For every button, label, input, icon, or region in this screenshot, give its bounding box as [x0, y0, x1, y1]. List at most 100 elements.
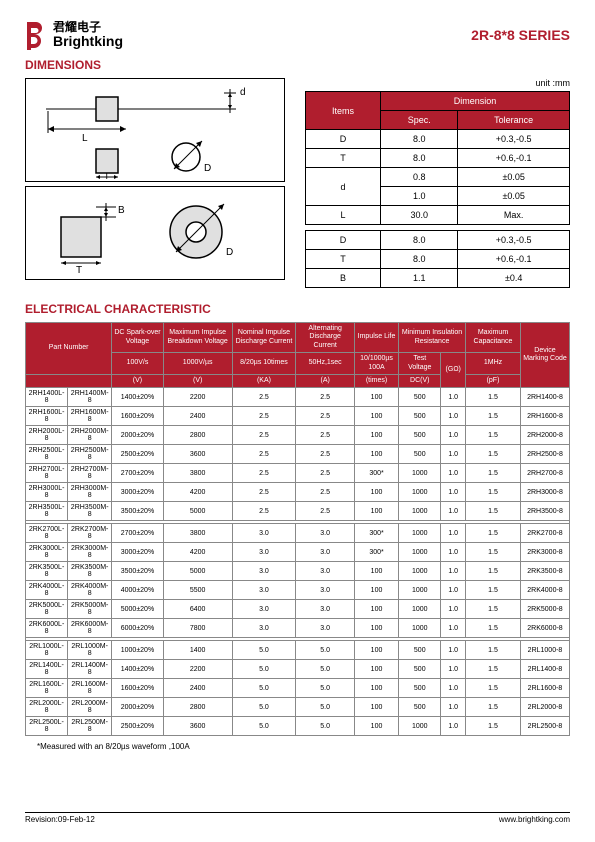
elec-cell: 1.0 — [441, 581, 466, 600]
elec-cell: 1.0 — [441, 698, 466, 717]
elec-cell: 3.0 — [296, 524, 355, 543]
elec-cell: 2RH1600L-8 — [26, 407, 68, 426]
elec-cell: 300* — [354, 524, 398, 543]
elec-cell: 100 — [354, 619, 398, 638]
eh-go: (GΩ) — [441, 353, 466, 388]
elec-cell: 3500±20% — [112, 502, 164, 521]
elec-cell: 2500±20% — [112, 445, 164, 464]
elec-cell: 2RK4000L-8 — [26, 581, 68, 600]
elec-cell: 2RH3000L-8 — [26, 483, 68, 502]
elec-cell: 5.0 — [296, 660, 355, 679]
elec-cell: 2200 — [163, 660, 232, 679]
elec-cell: 1000 — [399, 464, 441, 483]
elec-cell: 5.0 — [232, 717, 296, 736]
elec-cell: 2RK3000-8 — [520, 543, 569, 562]
elec-cell: 100 — [354, 502, 398, 521]
elec-cell: 2700±20% — [112, 464, 164, 483]
elec-cell: 1.5 — [466, 698, 521, 717]
elec-cell: 1400±20% — [112, 660, 164, 679]
eh-adc: Alternating Discharge Current — [296, 323, 355, 353]
elec-cell: 3800 — [163, 524, 232, 543]
elec-cell: 1600±20% — [112, 679, 164, 698]
eh-times: (times) — [354, 374, 398, 387]
eh-820: 8/20µs 10times — [232, 353, 296, 375]
dim-row: D8.0+0.3,-0.5 — [306, 130, 570, 149]
elec-cell: 1000 — [399, 524, 441, 543]
footer-url: www.brightking.com — [499, 815, 570, 824]
eh-ka: (KA) — [232, 374, 296, 387]
dim-cell: +0.6,-0.1 — [458, 149, 570, 168]
dim-cell: L — [306, 206, 381, 225]
dimensions-heading: DIMENSIONS — [25, 58, 570, 72]
elec-cell: 2RK2700L-8 — [26, 524, 68, 543]
elec-cell: 2RH2700M-8 — [68, 464, 112, 483]
elec-row: 2RH1400L-82RH1400M-81400±20%22002.52.510… — [26, 388, 570, 407]
dim-cell: +0.3,-0.5 — [458, 231, 570, 250]
elec-cell: 100 — [354, 581, 398, 600]
eh-dcv: DC(V) — [399, 374, 441, 387]
eh-1mhz: 1MHz — [466, 353, 521, 375]
elec-cell: 2RH3000M-8 — [68, 483, 112, 502]
elec-cell: 1.5 — [466, 426, 521, 445]
dim-row: D8.0+0.3,-0.5 — [306, 231, 570, 250]
elec-cell: 4200 — [163, 543, 232, 562]
eh-nidc: Nominal Impulse Discharge Current — [232, 323, 296, 353]
footer-revision: Revision:09-Feb-12 — [25, 815, 95, 824]
elec-cell: 1.5 — [466, 388, 521, 407]
elec-cell: 2RK3000M-8 — [68, 543, 112, 562]
elec-cell: 2RL2500-8 — [520, 717, 569, 736]
elec-cell: 2RL1000M-8 — [68, 641, 112, 660]
elec-cell: 100 — [354, 698, 398, 717]
elec-cell: 7800 — [163, 619, 232, 638]
elec-cell: 2RK5000L-8 — [26, 600, 68, 619]
dim-cell: ±0.05 — [458, 187, 570, 206]
elec-cell: 2.5 — [296, 388, 355, 407]
elec-row: 2RK3000L-82RK3000M-83000±20%42003.03.030… — [26, 543, 570, 562]
elec-cell: 2RL2000M-8 — [68, 698, 112, 717]
elec-cell: 1.0 — [441, 388, 466, 407]
elec-cell: 5000 — [163, 562, 232, 581]
elec-cell: 2RH1400M-8 — [68, 388, 112, 407]
elec-cell: 2RK5000M-8 — [68, 600, 112, 619]
eh-v: (V) — [112, 374, 164, 387]
elec-cell: 2RK5000-8 — [520, 600, 569, 619]
logo-block: 君耀电子 Brightking — [25, 20, 123, 50]
eh-1000vus: 1000V/µs — [163, 353, 232, 375]
elec-row: 2RH1600L-82RH1600M-81600±20%24002.52.510… — [26, 407, 570, 426]
elec-cell: 2000±20% — [112, 698, 164, 717]
elec-cell: 1.5 — [466, 483, 521, 502]
elec-cell: 5500 — [163, 581, 232, 600]
elec-cell: 5000 — [163, 502, 232, 521]
elec-cell: 3500±20% — [112, 562, 164, 581]
elec-cell: 2RH2700L-8 — [26, 464, 68, 483]
elec-cell: 2RK6000M-8 — [68, 619, 112, 638]
elec-cell: 2RK4000M-8 — [68, 581, 112, 600]
elec-cell: 5.0 — [296, 641, 355, 660]
elec-cell: 2RL1400L-8 — [26, 660, 68, 679]
svg-text:T: T — [104, 171, 110, 179]
elec-cell: 2700±20% — [112, 524, 164, 543]
elec-cell: 2.5 — [232, 464, 296, 483]
elec-cell: 3600 — [163, 445, 232, 464]
eh-mibv: Maximum Impulse Breakdown Voltage — [163, 323, 232, 353]
elec-cell: 2.5 — [232, 407, 296, 426]
svg-text:d: d — [240, 87, 246, 98]
elec-cell: 1.0 — [441, 407, 466, 426]
elec-cell: 3.0 — [296, 600, 355, 619]
elec-cell: 2000±20% — [112, 426, 164, 445]
dim-th-tol: Tolerance — [458, 111, 570, 130]
elec-cell: 1000 — [399, 717, 441, 736]
elec-cell: 2RH1600-8 — [520, 407, 569, 426]
elec-cell: 2RH2500L-8 — [26, 445, 68, 464]
dim-th-items: Items — [306, 92, 381, 130]
elec-cell: 3800 — [163, 464, 232, 483]
elec-cell: 2.5 — [296, 407, 355, 426]
dim-cell: T — [306, 250, 381, 269]
elec-cell: 1400 — [163, 641, 232, 660]
elec-cell: 1.0 — [441, 641, 466, 660]
elec-cell: 300* — [354, 543, 398, 562]
elec-cell: 100 — [354, 445, 398, 464]
elec-cell: 2RL2000L-8 — [26, 698, 68, 717]
elec-cell: 2RH3000-8 — [520, 483, 569, 502]
elec-cell: 100 — [354, 717, 398, 736]
